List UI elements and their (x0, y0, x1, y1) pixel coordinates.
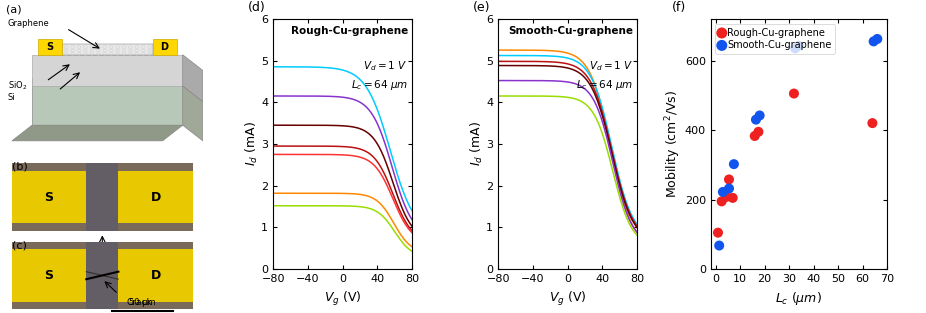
Bar (12, 171, 86, 223)
X-axis label: $V_g$ (V): $V_g$ (V) (324, 290, 361, 308)
Rough-Cu-graphene (747, 133, 762, 138)
Bar (12, 249, 86, 302)
Text: Graphene: Graphene (8, 19, 50, 28)
Text: $V_d = 1\ V$
$L_c = 64\ \mu m$: $V_d = 1\ V$ $L_c = 64\ \mu m$ (351, 59, 408, 92)
Text: Smooth-Cu-graphene: Smooth-Cu-graphene (508, 26, 633, 36)
Polygon shape (62, 44, 153, 55)
Smooth-Cu-graphene (788, 46, 803, 51)
Y-axis label: $I_d$ (mA): $I_d$ (mA) (469, 121, 485, 167)
Rough-Cu-graphene (725, 195, 740, 200)
Smooth-Cu-graphene (721, 186, 736, 191)
Text: SiO$_2$: SiO$_2$ (8, 80, 28, 92)
Polygon shape (32, 55, 182, 86)
Rough-Cu-graphene (710, 230, 725, 235)
Legend: Rough-Cu-graphene, Smooth-Cu-graphene: Rough-Cu-graphene, Smooth-Cu-graphene (716, 24, 835, 54)
Y-axis label: Mobility (cm$^2$/Vs): Mobility (cm$^2$/Vs) (664, 90, 683, 198)
X-axis label: $L_c$ ($\mu m$): $L_c$ ($\mu m$) (775, 290, 822, 307)
Text: (d): (d) (248, 1, 266, 14)
Smooth-Cu-graphene (870, 36, 884, 41)
Rough-Cu-graphene (751, 129, 766, 134)
Rough-Cu-graphene (721, 177, 736, 182)
Text: (f): (f) (671, 1, 686, 14)
Text: Graphene: Graphene (80, 250, 125, 259)
Text: (a): (a) (6, 5, 21, 15)
Polygon shape (38, 39, 62, 55)
Text: D: D (150, 269, 161, 282)
Text: (c): (c) (12, 240, 27, 250)
X-axis label: $V_g$ (V): $V_g$ (V) (549, 290, 586, 308)
Rough-Cu-graphene (865, 121, 880, 126)
Rough-Cu-graphene (714, 199, 729, 204)
Smooth-Cu-graphene (712, 243, 727, 248)
Smooth-Cu-graphene (748, 117, 763, 122)
Rough-Cu-graphene (720, 194, 734, 199)
Text: S: S (44, 191, 54, 204)
Polygon shape (182, 55, 203, 102)
Bar (86, 242, 119, 309)
Text: Si: Si (8, 93, 16, 101)
Text: D: D (160, 42, 169, 52)
Polygon shape (182, 86, 203, 141)
Smooth-Cu-graphene (716, 189, 731, 194)
Text: D: D (150, 191, 161, 204)
Text: S: S (44, 269, 54, 282)
Smooth-Cu-graphene (727, 162, 742, 167)
Y-axis label: $I_d$ (mA): $I_d$ (mA) (244, 121, 260, 167)
Bar (86, 163, 119, 231)
Smooth-Cu-graphene (866, 39, 881, 44)
Text: $V_d = 1\ V$
$L_c = 64\ \mu m$: $V_d = 1\ V$ $L_c = 64\ \mu m$ (576, 59, 633, 92)
Text: (b): (b) (12, 162, 28, 172)
Text: Crack: Crack (127, 298, 152, 307)
Smooth-Cu-graphene (752, 113, 767, 118)
Text: 50 μm: 50 μm (130, 298, 156, 307)
Rough-Cu-graphene (786, 91, 801, 96)
Polygon shape (153, 39, 177, 55)
Polygon shape (12, 125, 182, 141)
Polygon shape (32, 78, 182, 125)
Text: Rough-Cu-graphene: Rough-Cu-graphene (291, 26, 408, 36)
Text: S: S (46, 42, 54, 52)
Text: (e): (e) (473, 1, 491, 14)
Smooth-Cu-graphene (792, 44, 807, 49)
Bar (119, 249, 193, 302)
Bar (119, 171, 193, 223)
